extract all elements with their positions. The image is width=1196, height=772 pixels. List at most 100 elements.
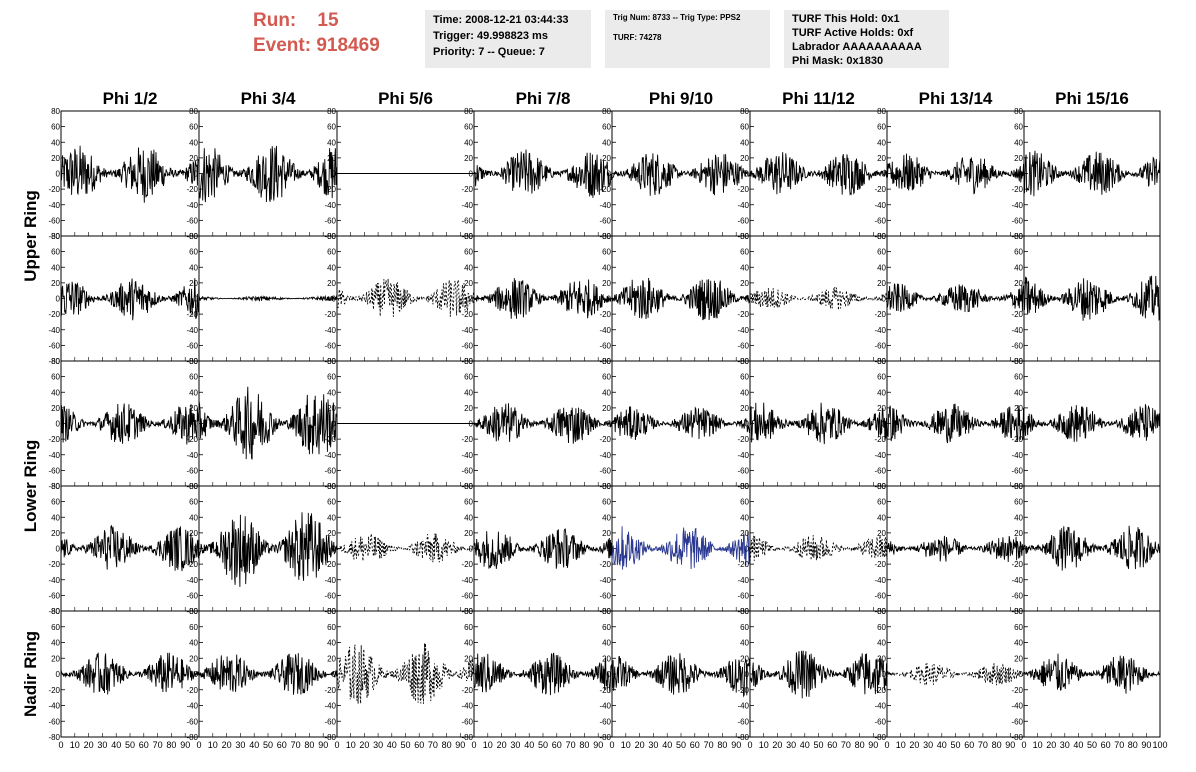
y-tick-label: 80: [464, 232, 473, 241]
y-tick-label: -20: [461, 560, 473, 569]
y-tick-label: -60: [737, 216, 749, 225]
waveform-r2-c3: [336, 278, 475, 317]
y-tick-label: 60: [464, 498, 473, 507]
y-tick-label: -20: [324, 560, 336, 569]
y-tick-label: -40: [1011, 702, 1023, 711]
y-tick-label: -40: [48, 326, 60, 335]
y-tick-label: 80: [51, 607, 60, 616]
y-tick-label: -20: [737, 686, 749, 695]
y-tick-label: 60: [740, 248, 749, 257]
y-tick-label: 80: [740, 107, 749, 116]
y-tick-label: -20: [186, 560, 198, 569]
x-tick-label: 90: [318, 740, 328, 750]
x-tick-label: 20: [635, 740, 645, 750]
y-tick-label: -40: [186, 576, 198, 585]
y-tick-label: -60: [324, 466, 336, 475]
turf-active-text: TURF Active Holds: 0xf: [792, 27, 914, 39]
waveform-r1-c5: [611, 153, 751, 196]
y-tick-label: 80: [1014, 607, 1023, 616]
y-tick-label: -20: [48, 310, 60, 319]
y-tick-label: 40: [51, 138, 60, 147]
column-header-4: Phi 7/8: [516, 89, 571, 108]
y-tick-label: -20: [737, 185, 749, 194]
x-tick-label: 70: [1114, 740, 1124, 750]
y-tick-label: -60: [324, 591, 336, 600]
y-tick-label: 20: [189, 279, 198, 288]
y-tick-label: 40: [189, 263, 198, 272]
column-header-2: Phi 3/4: [241, 89, 296, 108]
y-tick-label: 20: [189, 154, 198, 163]
y-tick-label: 60: [189, 498, 198, 507]
y-tick-label: -40: [186, 201, 198, 210]
y-tick-label: 60: [740, 123, 749, 132]
waveform-r5-c3: [336, 643, 475, 704]
y-tick-label: -20: [1011, 185, 1023, 194]
y-tick-label: -80: [737, 733, 749, 742]
y-tick-label: 40: [877, 513, 886, 522]
y-tick-label: 80: [602, 107, 611, 116]
y-tick-label: -20: [599, 560, 611, 569]
y-tick-label: 40: [464, 263, 473, 272]
x-tick-label: 10: [1033, 740, 1043, 750]
trig-info-box: Trig Num: 8733 -- Trig Type: PPS2 TURF: …: [605, 10, 770, 68]
y-tick-label: -40: [461, 201, 473, 210]
x-tick-label: 90: [731, 740, 741, 750]
y-tick-label: 40: [877, 388, 886, 397]
y-tick-label: -60: [186, 216, 198, 225]
x-tick-label: 90: [180, 740, 190, 750]
turf-info-box: TURF This Hold: 0x1 TURF Active Holds: 0…: [784, 10, 949, 68]
y-tick-label: 20: [877, 279, 886, 288]
column-header-6: Phi 11/12: [782, 89, 855, 108]
y-tick-label: 0: [469, 170, 474, 179]
y-tick-label: 80: [327, 232, 336, 241]
y-tick-label: -20: [737, 310, 749, 319]
x-tick-label: 80: [855, 740, 865, 750]
y-tick-label: 40: [189, 639, 198, 648]
y-tick-label: 0: [882, 420, 887, 429]
column-header-5: Phi 9/10: [649, 89, 713, 108]
y-tick-label: 80: [327, 607, 336, 616]
x-tick-label: 10: [621, 740, 631, 750]
y-tick-label: 60: [602, 248, 611, 257]
y-tick-label: -60: [737, 591, 749, 600]
y-tick-label: 80: [602, 232, 611, 241]
y-tick-label: 60: [464, 373, 473, 382]
y-tick-label: 20: [740, 154, 749, 163]
x-tick-label: 10: [208, 740, 218, 750]
y-tick-label: 80: [740, 232, 749, 241]
x-tick-label: 90: [868, 740, 878, 750]
y-tick-label: 60: [1014, 123, 1023, 132]
y-tick-label: 0: [56, 420, 61, 429]
event-row: Event: 918469: [253, 33, 380, 58]
y-tick-label: 20: [1014, 529, 1023, 538]
waveform-r4-c4: [473, 528, 613, 569]
x-tick-label: 20: [772, 740, 782, 750]
y-tick-label: 0: [56, 670, 61, 679]
y-tick-label: 80: [1014, 357, 1023, 366]
y-tick-label: 0: [194, 295, 199, 304]
x-tick-label: 70: [978, 740, 988, 750]
y-tick-label: -40: [186, 326, 198, 335]
x-tick-label: 30: [786, 740, 796, 750]
y-tick-label: 0: [745, 545, 750, 554]
y-tick-label: 0: [882, 295, 887, 304]
y-tick-label: 60: [877, 123, 886, 132]
x-tick-label: 70: [291, 740, 301, 750]
y-tick-label: -20: [1011, 310, 1023, 319]
y-tick-label: 40: [464, 639, 473, 648]
y-tick-label: -20: [599, 310, 611, 319]
y-tick-label: 20: [51, 529, 60, 538]
y-tick-label: 0: [882, 170, 887, 179]
x-tick-label: 80: [1128, 740, 1138, 750]
y-tick-label: -20: [737, 560, 749, 569]
y-tick-label: -40: [1011, 576, 1023, 585]
y-tick-label: -20: [874, 686, 886, 695]
y-tick-label: -60: [324, 717, 336, 726]
y-tick-label: 80: [877, 607, 886, 616]
y-tick-label: 40: [51, 513, 60, 522]
x-tick-label: 50: [950, 740, 960, 750]
y-tick-label: -60: [324, 216, 336, 225]
x-tick-label: 30: [235, 740, 245, 750]
y-tick-label: 20: [464, 529, 473, 538]
trig-num-text: Trig Num: 8733 -- Trig Type: PPS2: [613, 13, 741, 22]
